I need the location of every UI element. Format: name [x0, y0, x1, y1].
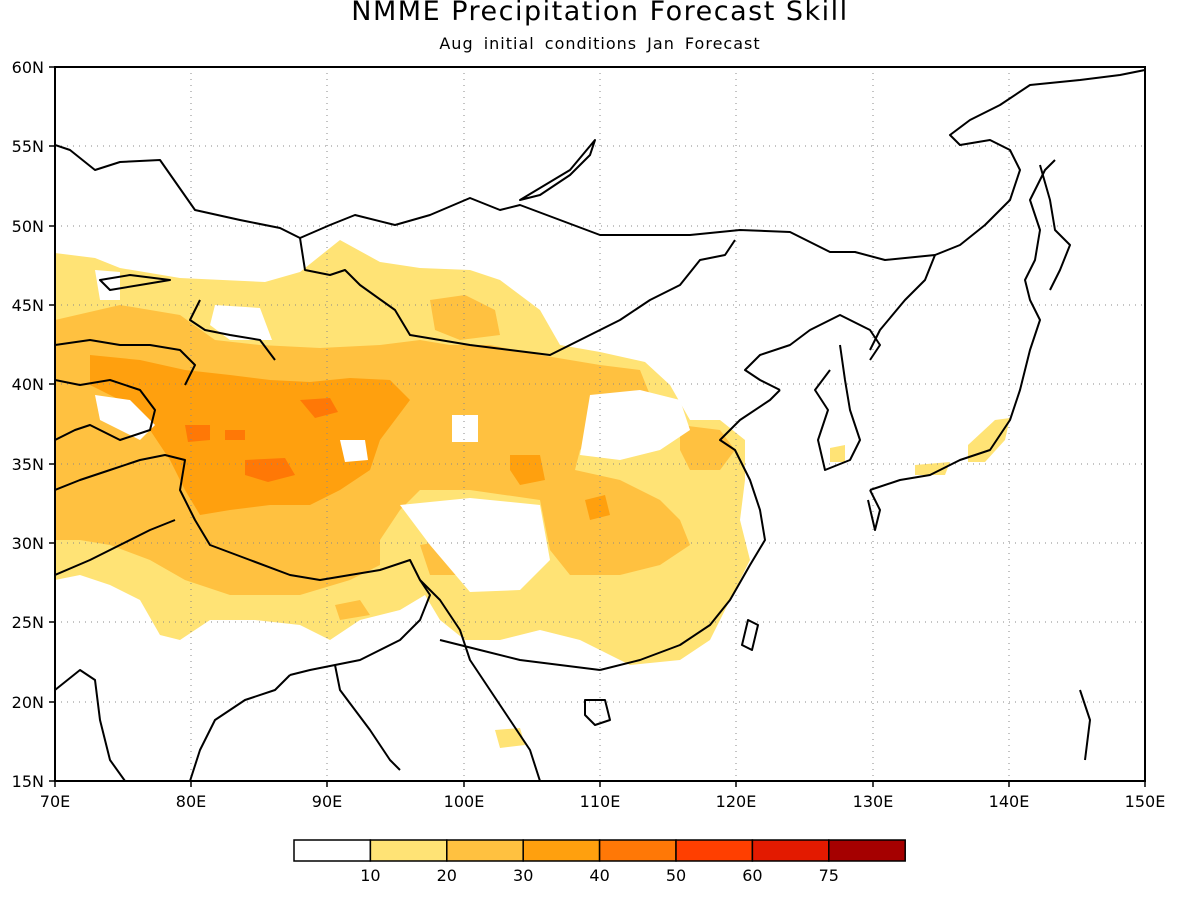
colorbar-swatch — [675, 839, 754, 862]
lon-tick-label: 110E — [580, 792, 621, 811]
colorbar-swatch — [446, 839, 524, 862]
no-skill-area — [452, 415, 478, 442]
colorbar-label: 60 — [742, 866, 762, 885]
skill-shade-40-50 — [300, 398, 338, 418]
lon-tick-label: 90E — [312, 792, 342, 811]
skill-shade-40-50 — [225, 430, 245, 440]
colorbar-label: 30 — [513, 866, 533, 885]
skill-shade-20-30 — [430, 295, 500, 340]
skill-shade-40-50 — [185, 425, 210, 442]
lat-tick-label: 15N — [12, 772, 44, 791]
lat-tick-label: 40N — [12, 375, 44, 394]
lat-tick-label: 35N — [12, 455, 44, 474]
lat-tick-label: 30N — [12, 534, 44, 553]
lat-tick-label: 55N — [12, 137, 44, 156]
colorbar-label: 20 — [437, 866, 457, 885]
lat-tick-label: 25N — [12, 613, 44, 632]
skill-shade-30-40 — [510, 455, 545, 485]
colorbar: 10 20 30 40 50 60 75 — [293, 839, 906, 885]
colorbar-swatch — [522, 839, 601, 862]
skill-shade-10-20 — [830, 445, 845, 462]
gridlines — [55, 67, 1145, 781]
lon-tick-label: 100E — [444, 792, 485, 811]
lat-tick-label: 50N — [12, 217, 44, 236]
colorbar-swatch — [828, 839, 906, 862]
colorbar-swatch — [751, 839, 830, 862]
lat-tick-label: 45N — [12, 296, 44, 315]
skill-shade-10-20 — [968, 418, 1010, 462]
no-skill-area — [210, 305, 272, 340]
coastlines-and-borders — [55, 69, 1145, 781]
axis-ticks — [49, 66, 1146, 787]
lon-tick-label: 150E — [1125, 792, 1166, 811]
lon-tick-label: 80E — [176, 792, 206, 811]
latitude-labels: 15N 20N 25N 30N 35N 40N 45N 50N 55N 60N — [12, 58, 44, 791]
longitude-labels: 70E 80E 90E 100E 110E 120E 130E 140E 150… — [40, 792, 1166, 811]
no-skill-area — [580, 390, 690, 460]
map-title: NMME Precipitation Forecast Skill — [351, 0, 849, 27]
lat-tick-label: 20N — [12, 693, 44, 712]
no-skill-area — [400, 498, 550, 592]
colorbar-swatch — [293, 839, 372, 862]
no-skill-area — [340, 440, 368, 462]
skill-shading — [55, 240, 1010, 748]
skill-shade-30-40 — [585, 495, 610, 520]
skill-shade-10-20 — [915, 462, 950, 475]
skill-shade-20-30 — [680, 425, 735, 470]
lon-tick-label: 130E — [853, 792, 894, 811]
lat-tick-label: 60N — [12, 58, 44, 77]
lon-tick-label: 70E — [40, 792, 70, 811]
colorbar-label: 10 — [360, 866, 380, 885]
colorbar-swatch — [598, 839, 677, 862]
skill-shade-20-30 — [335, 600, 370, 620]
skill-shade-10-20 — [495, 728, 525, 748]
skill-shade-30-40 — [90, 355, 410, 515]
colorbar-label: 75 — [819, 866, 839, 885]
colorbar-label: 50 — [666, 866, 686, 885]
map-subtitle: Aug initial conditions Jan Forecast — [439, 34, 761, 53]
colorbar-label: 40 — [589, 866, 609, 885]
lon-tick-label: 140E — [989, 792, 1030, 811]
colorbar-swatch — [369, 839, 448, 862]
no-skill-area — [95, 395, 155, 440]
lon-tick-label: 120E — [716, 792, 757, 811]
skill-shade-40-50 — [245, 458, 295, 482]
